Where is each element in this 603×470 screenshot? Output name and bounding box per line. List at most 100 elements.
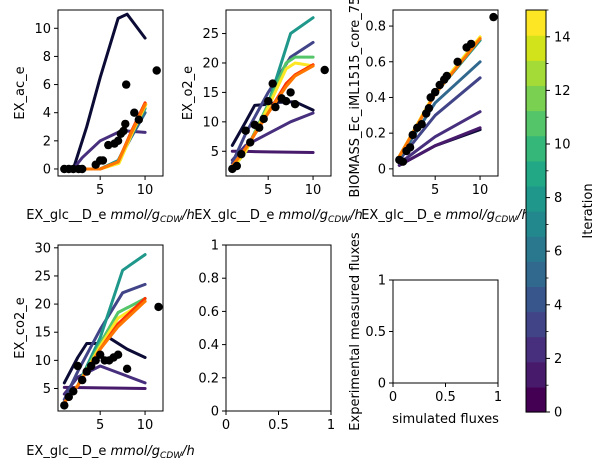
x-axis-label: EX_glc__D_e mmol/gCDW/h [361,208,530,225]
y-tick-label: 1 [211,239,219,254]
measured-point-6 [255,123,264,132]
measured-point-12 [281,97,291,106]
colorbar-tick-label: 6 [554,245,562,260]
colorbar-tick-label: 0 [554,406,562,421]
y-tick-label: 15 [202,86,219,101]
y-tick-label: 30 [34,241,51,256]
measured-point-2 [237,150,246,159]
colorbar-segment-7 [526,211,546,237]
measured-point-13 [122,364,132,373]
measured-point-13 [442,71,451,81]
measured-point-8 [264,97,273,106]
x-axis-label-quantity: EX_glc__D_e [361,208,445,223]
x-axis-label-unit-sub: CDW [328,215,351,225]
axes-frame [57,244,164,412]
x-tick-label: 10 [305,183,322,198]
y-tick-label: 0 [43,162,51,177]
measured-point-9 [268,79,277,88]
y-tick-label: 10 [34,22,51,37]
colorbar-segment-1 [526,361,546,388]
measured-point-14 [290,100,300,109]
y-tick-label: 0 [378,377,386,392]
subplot-o2: 5 10 5 10 15 20 25 EX_glc__D_e mmol/gCDW/h EX_o2… [181,9,363,225]
colorbar-segment-6 [526,236,546,262]
measured-point-0 [60,401,69,410]
colorbar-segment-11 [526,110,546,137]
colorbar: 0 2 4 6 8 10 12 14 Iteration [525,9,596,421]
series-line-2 [397,110,482,165]
y-tick-label: 0.4 [198,338,219,353]
measured-point-1 [398,157,408,166]
colorbar-segment-10 [526,135,546,162]
colorbar-tick-label: 8 [554,191,562,206]
measured-point-12 [119,126,128,136]
colorbar-tick-label: 12 [554,84,571,99]
series-line-1 [397,126,482,167]
x-tick-label: 1 [494,390,502,405]
colorbar-tick-label: 14 [554,30,571,45]
colorbar-segment-13 [526,60,546,86]
x-tick-label: 10 [137,418,154,433]
y-tick-label: 0 [211,405,219,420]
series-line-3 [62,282,147,402]
y-tick-label: 20 [202,56,219,71]
colorbar-segment-8 [526,185,546,212]
y-tick-label: 0.8 [365,20,386,35]
colorbar-tick-label: 4 [554,298,562,313]
y-tick-label: 0.8 [198,272,219,287]
colorbar-segment-12 [526,85,546,112]
y-tick-label: 4 [43,106,51,121]
y-tick-label: 0.2 [365,127,386,142]
axes-frame [392,279,499,384]
axes-frame [392,9,499,177]
x-tick-label: 0 [389,390,397,405]
x-axis-label-quantity: EX_glc__D_e [194,208,278,223]
subplot-biomass: 5 10 0 0.2 0.4 0.6 0.8 EX_glc__D_e mmol/gCDW/h B… [348,0,530,225]
x-tick-label: 10 [137,183,154,198]
y-tick-label: 15 [34,326,51,341]
y-tick-label: 0.5 [365,325,386,340]
colorbar-segment-0 [526,386,546,413]
x-tick-label: 5 [431,183,439,198]
measured-point-16 [134,115,143,124]
y-tick-label: 0.6 [198,305,219,320]
measured-point-3 [241,126,250,135]
x-axis-label-unit-sub: CDW [160,215,183,225]
measured-point-14 [453,57,462,66]
x-tick-label: 5 [96,418,104,433]
colorbar-frame [525,9,547,413]
plot-area [60,253,163,410]
y-tick-label: 6 [43,78,51,93]
measured-point-17 [152,66,161,75]
x-axis-label-unit-sub: CDW [160,451,183,461]
y-tick-label: 20 [34,298,51,313]
measured-point-15 [130,108,139,117]
y-tick-label: 0 [378,162,386,177]
y-tick-label: 0.2 [198,371,219,386]
measured-point-17 [489,12,498,22]
y-tick-label: 25 [34,269,51,284]
measured-point-1 [64,392,74,402]
y-axis-label: Experimental measured fluxes [348,232,363,431]
x-axis-label-unit: mmol/g [111,208,161,223]
colorbar-segment-3 [526,311,546,338]
x-axis-label-unit: mmol/g [279,208,329,223]
x-tick-label: 10 [472,183,489,198]
measured-point-2 [69,387,78,396]
y-tick-label: 5 [211,145,219,160]
x-tick-label: 5 [264,183,272,198]
measured-point-4 [78,375,87,385]
measured-point-15 [320,65,329,75]
y-tick-label: 0.4 [365,91,386,106]
x-tick-label: 5 [96,183,104,198]
subplot-empty: 0 0.5 1 0 0.2 0.4 0.6 0.8 1 [198,239,335,434]
plot-area [60,12,161,174]
measured-point-14 [122,80,131,89]
x-axis-label-quantity: EX_glc__D_e [26,208,110,223]
measured-point-7 [91,356,100,365]
measured-point-10 [113,136,123,145]
y-axis-label: EX_o2_e [181,66,196,120]
